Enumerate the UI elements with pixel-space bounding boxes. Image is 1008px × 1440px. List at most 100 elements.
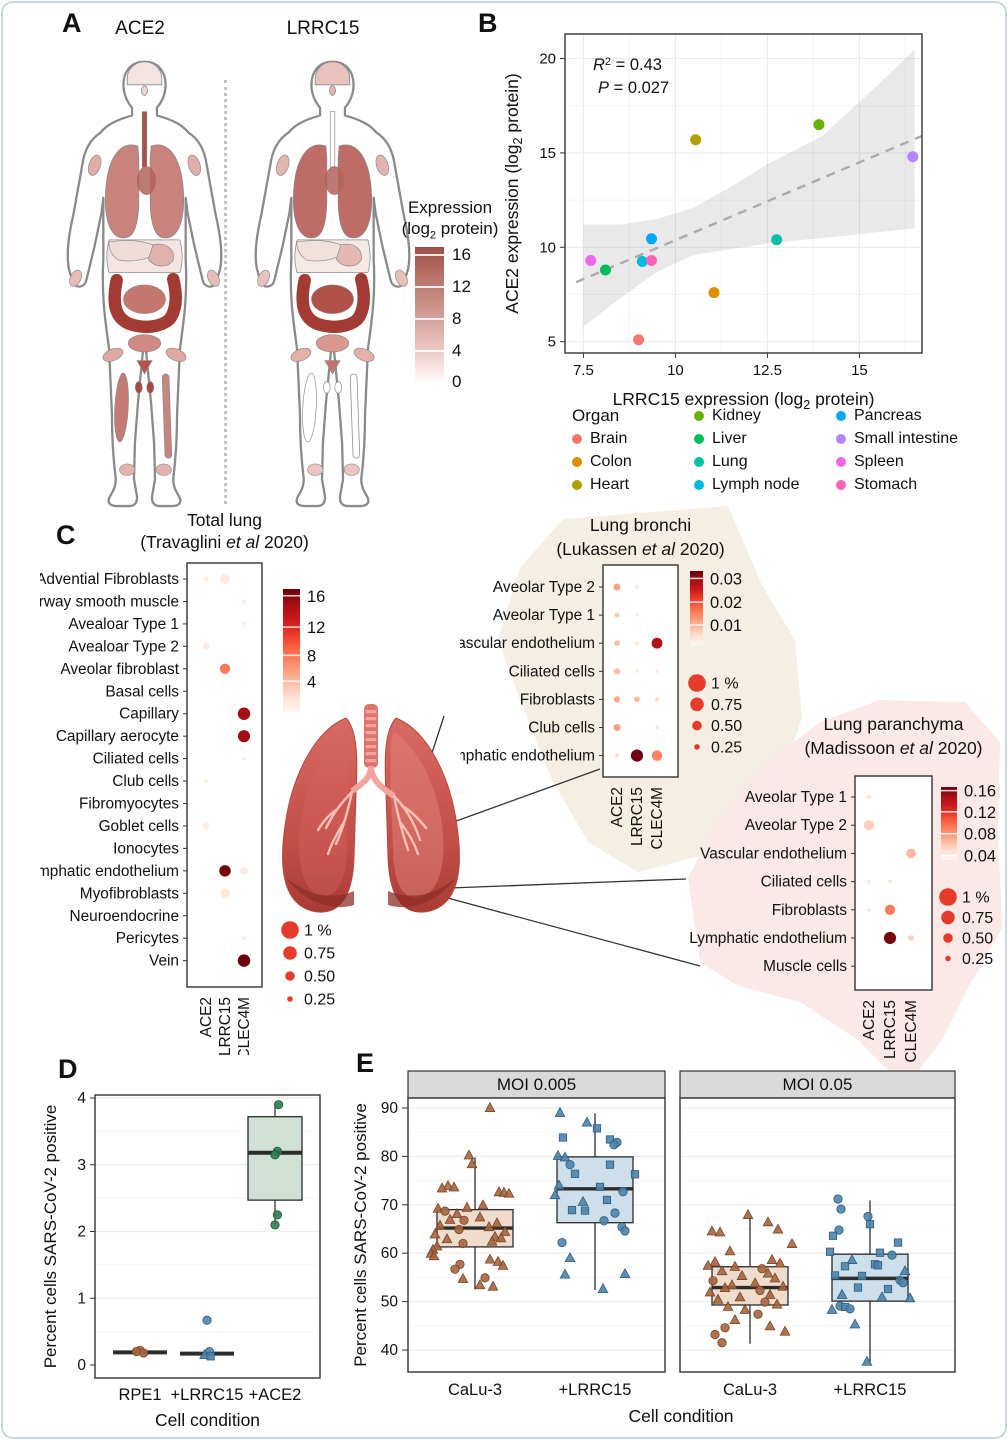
scatter-point-liver xyxy=(599,264,611,276)
box-group-+LRRC15 xyxy=(180,1315,234,1361)
expression-gradient-bar xyxy=(415,247,444,383)
svg-text:Lymphatic endothelium: Lymphatic endothelium xyxy=(40,863,179,880)
expression-dot xyxy=(240,866,248,875)
expression-dot xyxy=(203,576,209,582)
expression-dot xyxy=(888,879,892,884)
scatter-point-stomach xyxy=(645,255,657,267)
svg-text:Airway smooth muscle: Airway smooth muscle xyxy=(40,593,179,610)
right-lung xyxy=(149,144,184,239)
colon xyxy=(296,272,370,333)
organ-color-dot xyxy=(694,479,704,490)
legend-tick-mark xyxy=(415,350,444,353)
svg-text:0.25: 0.25 xyxy=(962,951,993,968)
svg-text:1 %: 1 % xyxy=(962,890,990,907)
trachea-ring xyxy=(365,745,377,749)
box-group-+LRRC15 xyxy=(825,1194,916,1366)
p-annotation: P = 0.027 xyxy=(598,79,669,97)
svg-text:CLEC4M: CLEC4M xyxy=(236,997,253,1055)
svg-text:Goblet cells: Goblet cells xyxy=(99,818,180,835)
svg-text:40: 40 xyxy=(381,1342,399,1359)
liver xyxy=(296,240,348,262)
colon xyxy=(108,272,182,333)
expression-dot xyxy=(651,750,663,761)
svg-text:Cell condition: Cell condition xyxy=(628,1406,733,1426)
organ-color-dot xyxy=(694,433,704,444)
size-legend: 1 % 0.75 0.50 0.25 xyxy=(939,888,993,968)
color-scale-bar xyxy=(283,589,300,712)
expression-legend-tick: 16 xyxy=(452,244,471,264)
scatter-point-spleen xyxy=(585,255,597,267)
gene-labels: ACE2 LRRC15 CLEC4M xyxy=(198,997,253,1055)
boxplot-e: MOI 0.005 CaLu-3 +LRRC15 MOI 0.05 CaLu-3 +LRR… xyxy=(351,1070,956,1426)
axis-ticks: 40 50 60 70 80 90 xyxy=(381,1100,408,1359)
svg-text:Avealoar Type 2: Avealoar Type 2 xyxy=(68,638,179,655)
trachea xyxy=(364,704,378,768)
svg-text:ACE2: ACE2 xyxy=(198,997,215,1037)
expression-dot xyxy=(884,904,896,915)
svg-text:20: 20 xyxy=(539,51,556,68)
expression-dot xyxy=(634,696,640,703)
svg-text:Vein: Vein xyxy=(149,953,179,970)
organ-legend: Organ Brain Colon Heart Kidney Liver Lung Lymph… xyxy=(572,404,1008,496)
svg-text:Muscle cells: Muscle cells xyxy=(763,958,847,975)
femur xyxy=(349,373,361,459)
hand xyxy=(257,269,270,287)
box-group-CaLu-3 xyxy=(425,1101,515,1291)
expression-dot xyxy=(242,756,246,761)
dots xyxy=(202,574,251,967)
row-labels: Aveolar Type 2 Aveolar Type 1 Vascular end… xyxy=(460,579,603,765)
svg-text:12.5: 12.5 xyxy=(753,362,782,379)
expression-legend-tick: 0 xyxy=(452,371,462,391)
svg-text:1 %: 1 % xyxy=(304,923,332,940)
svg-text:LRRC15: LRRC15 xyxy=(629,787,646,846)
confidence-band xyxy=(583,49,915,327)
scatter-point-lung xyxy=(771,234,783,246)
svg-text:80: 80 xyxy=(381,1148,399,1165)
lung-base-right xyxy=(388,878,456,908)
facet-strip xyxy=(407,1070,666,1099)
expression-dot xyxy=(866,794,872,800)
svg-text:1 %: 1 % xyxy=(711,676,739,693)
hip xyxy=(353,347,375,362)
svg-text:Club cells: Club cells xyxy=(112,773,179,790)
svg-text:0.03: 0.03 xyxy=(710,570,742,588)
shoulder xyxy=(187,154,201,176)
expression-legend-tick: 8 xyxy=(452,308,462,328)
svg-text:0.75: 0.75 xyxy=(962,910,993,927)
expression-dot xyxy=(614,612,620,618)
lung-highlight xyxy=(390,732,444,898)
organ-legend-item-kidney: Kidney xyxy=(694,404,832,427)
legend-tick-mark xyxy=(415,253,444,256)
svg-text:3: 3 xyxy=(77,1157,86,1174)
color-scale-bar xyxy=(690,571,703,645)
expression-dot xyxy=(867,879,871,884)
organ-legend-item-brain: Brain xyxy=(572,427,690,450)
svg-text:LRRC15: LRRC15 xyxy=(217,997,234,1055)
expression-dot xyxy=(204,779,208,783)
scatter-point-heart xyxy=(690,134,702,146)
bladder xyxy=(127,334,162,353)
boxplot-d: 0 1 2 3 4 RPE1 +LRRC15 +ACE2 Cell condition Perce… xyxy=(41,1090,321,1430)
shoulder xyxy=(276,154,290,176)
scatter-points xyxy=(585,119,919,346)
expression-dot xyxy=(219,663,231,674)
expression-dot xyxy=(219,865,231,877)
scatter-point-kidney xyxy=(813,119,825,131)
knee xyxy=(307,463,324,476)
svg-text:0.02: 0.02 xyxy=(710,594,742,612)
svg-text:0.50: 0.50 xyxy=(962,931,993,948)
knee xyxy=(155,463,172,476)
svg-text:0.75: 0.75 xyxy=(711,697,742,714)
svg-text:Aveolar Type 2: Aveolar Type 2 xyxy=(745,817,847,834)
expression-dot xyxy=(615,753,619,758)
organ-legend-item-heart: Heart xyxy=(572,473,690,496)
svg-text:MOI 0.05: MOI 0.05 xyxy=(783,1075,853,1094)
expression-dot xyxy=(655,669,659,673)
small-intestine xyxy=(123,284,166,314)
svg-text:(Travaglini et al 2020): (Travaglini et al 2020) xyxy=(140,532,309,552)
left-lung-lobe xyxy=(282,717,358,913)
svg-text:15: 15 xyxy=(539,145,556,162)
size-legend: 1 % 0.75 0.50 0.25 xyxy=(281,921,335,1009)
expression-dot xyxy=(613,668,621,675)
panel-b-label: B xyxy=(478,8,498,38)
